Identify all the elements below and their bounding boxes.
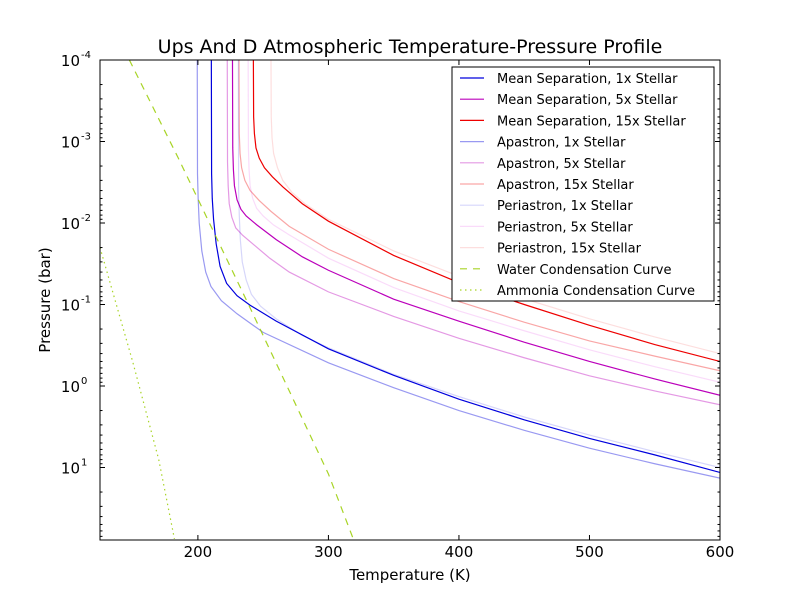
- y-tick-exponent: -3: [81, 132, 91, 143]
- legend-label: Mean Separation, 1x Stellar: [497, 72, 678, 87]
- series-line-water-condensation-curve: [128, 60, 354, 540]
- series-line-mean-separation-5x-stellar: [231, 60, 720, 396]
- x-axis-label: Temperature (K): [348, 566, 470, 584]
- legend-label: Apastron, 5x Stellar: [497, 157, 626, 172]
- x-tick-label: 600: [706, 543, 735, 561]
- legend-box: [451, 66, 715, 302]
- series-line-apastron-1x-stellar: [196, 60, 720, 479]
- series-line-ammonia-condensation-curve: [100, 247, 175, 539]
- y-tick-label: 10: [61, 215, 80, 233]
- y-tick-label: 10: [61, 52, 80, 70]
- y-tick-exponent: -2: [81, 213, 91, 224]
- chart-title: Ups And D Atmospheric Temperature-Pressu…: [158, 36, 663, 58]
- legend-label: Mean Separation, 15x Stellar: [497, 114, 686, 129]
- legend-label: Apastron, 15x Stellar: [497, 178, 634, 193]
- y-tick-label: 10: [61, 297, 80, 315]
- x-axis: 200 300 400 500 600: [184, 60, 735, 561]
- series-layer: [100, 60, 720, 540]
- y-tick-label: 10: [61, 460, 80, 478]
- legend-label: Periastron, 15x Stellar: [497, 242, 642, 257]
- legend-label: Apastron, 1x Stellar: [497, 136, 626, 151]
- plot-frame: [99, 59, 721, 541]
- series-line-apastron-15x-stellar: [238, 60, 720, 372]
- series-line-mean-separation-1x-stellar: [210, 60, 720, 474]
- y-axis-label: Pressure (bar): [36, 247, 54, 352]
- y-tick-exponent: 0: [81, 376, 87, 387]
- series-line-apastron-5x-stellar: [226, 60, 720, 406]
- x-tick-label: 200: [184, 543, 213, 561]
- y-tick-exponent: -4: [81, 50, 91, 61]
- legend: Mean Separation, 1x Stellar Mean Separati…: [451, 66, 715, 302]
- legend-label: Periastron, 5x Stellar: [497, 220, 633, 235]
- x-tick-label: 300: [314, 543, 343, 561]
- legend-label: Ammonia Condensation Curve: [497, 284, 695, 299]
- series-line-periastron-5x-stellar: [247, 60, 720, 383]
- legend-entries: Mean Separation, 1x Stellar Mean Separati…: [460, 72, 695, 299]
- series-line-periastron-15x-stellar: [270, 60, 720, 355]
- y-tick-exponent: -1: [81, 295, 91, 306]
- y-tick-label: 10: [61, 134, 80, 152]
- x-tick-label: 400: [445, 543, 474, 561]
- y-tick-label: 10: [61, 378, 80, 396]
- legend-label: Water Condensation Curve: [497, 263, 671, 278]
- series-line-mean-separation-15x-stellar: [252, 60, 720, 363]
- legend-label: Periastron, 1x Stellar: [497, 199, 633, 214]
- x-tick-label: 500: [575, 543, 604, 561]
- series-line-periastron-1x-stellar: [237, 60, 720, 469]
- y-tick-exponent: 1: [81, 458, 87, 469]
- legend-label: Mean Separation, 5x Stellar: [497, 93, 678, 108]
